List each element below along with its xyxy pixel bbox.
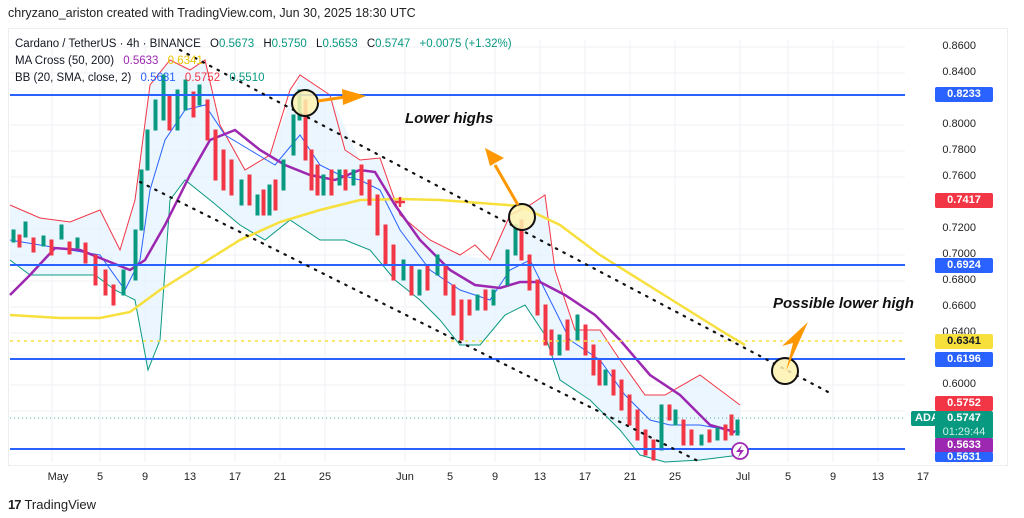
- x-tick: 9: [829, 471, 837, 483]
- x-tick: 5: [96, 471, 104, 483]
- y-tick: 0.6000: [942, 378, 976, 390]
- channel-lower-trendline: [138, 180, 702, 464]
- x-tick: 17: [228, 471, 242, 483]
- highlight-circles: [291, 89, 799, 385]
- y-tick: 0.6600: [942, 300, 976, 312]
- x-tick: 17: [578, 471, 592, 483]
- x-tick: May: [47, 471, 69, 483]
- legend-ma-row[interactable]: MA Cross (50, 200) 0.5633 0.6341: [15, 55, 209, 67]
- x-tick: 21: [273, 471, 287, 483]
- bb-lower-value: 0.5510: [229, 72, 265, 84]
- channel-upper-trendline: [178, 48, 832, 395]
- bb-upper-badge: 0.5752: [935, 396, 993, 411]
- x-tick: 5: [784, 471, 792, 483]
- x-tick: Jun: [396, 471, 414, 483]
- bollinger-band-fill: [10, 60, 740, 462]
- x-tick: Jul: [735, 471, 751, 483]
- y-tick: 0.7000: [942, 248, 976, 260]
- ma50-value: 0.5633: [123, 55, 159, 67]
- x-tick: 9: [491, 471, 499, 483]
- chart-credit: chryzano_ariston created with TradingVie…: [8, 6, 416, 20]
- low-value: 0.5653: [322, 38, 358, 50]
- level-badge-0-6924: 0.6924: [935, 258, 993, 273]
- candlesticks: [11, 74, 740, 461]
- last-price: 0.5747: [947, 412, 981, 424]
- x-tick: 5: [446, 471, 454, 483]
- bb-basis-badge: 0.5631: [935, 452, 993, 462]
- y-tick: 0.8400: [942, 66, 976, 78]
- ma-cross-marker: [395, 197, 405, 207]
- bb-upper-value: 0.5752: [184, 72, 221, 84]
- x-tick: 21: [623, 471, 637, 483]
- bb-upper-line: [9, 59, 741, 406]
- x-tick: 9: [141, 471, 149, 483]
- high-value: 0.5750: [271, 38, 307, 50]
- x-tick: 13: [183, 471, 197, 483]
- y-tick: 0.7800: [942, 144, 976, 156]
- ma-cross-badge: 0.7417: [935, 193, 993, 208]
- y-tick: 0.7200: [942, 222, 976, 234]
- lower-highs-annotation: Lower highs: [405, 110, 494, 127]
- x-tick: 25: [668, 471, 682, 483]
- y-tick: 0.8000: [942, 118, 976, 130]
- open-value: 0.5673: [218, 38, 255, 50]
- y-tick: 0.8600: [942, 40, 976, 52]
- ma200-line: [9, 197, 746, 347]
- level-badge-0-6196: 0.6196: [935, 352, 993, 367]
- close-value: 0.5747: [375, 38, 411, 50]
- chart-frame: [8, 28, 1008, 466]
- bar-countdown: 01:29:44: [942, 426, 986, 438]
- change-value: +0.0075 (+1.32%): [419, 38, 512, 50]
- x-tick: 17: [916, 471, 930, 483]
- ma-cross-label: MA Cross (50, 200): [15, 55, 115, 67]
- tradingview-logo-icon: 17: [8, 497, 22, 512]
- ma50-badge: 0.5633: [935, 438, 993, 453]
- level-badge-0-8233: 0.8233: [935, 87, 993, 102]
- legend-symbol-row: Cardano / TetherUS · 4h · BINANCE O0.567…: [15, 38, 512, 50]
- bb-label: BB (20, SMA, close, 2): [15, 72, 132, 84]
- symbol-title: Cardano / TetherUS · 4h · BINANCE: [15, 38, 201, 50]
- ma200-value: 0.6341: [167, 55, 203, 67]
- legend-bb-row[interactable]: BB (20, SMA, close, 2) 0.5631 0.5752 0.5…: [15, 72, 271, 84]
- tradingview-logo[interactable]: 17 TradingView: [8, 497, 97, 512]
- bb-lower-line: [9, 179, 741, 463]
- x-tick: 25: [318, 471, 332, 483]
- annotation-arrows: [317, 89, 808, 371]
- last-price-badge: 0.5747 01:29:44: [935, 411, 993, 439]
- ma200-badge: 0.6341: [935, 334, 993, 349]
- bb-basis-value: 0.5631: [140, 72, 176, 84]
- lightning-icon: [731, 442, 749, 460]
- support-resistance-lines: [10, 94, 905, 450]
- y-tick: 0.6800: [942, 274, 976, 286]
- y-tick: 0.7600: [942, 170, 976, 182]
- x-tick: 13: [533, 471, 547, 483]
- possible-lower-high-annotation: Possible lower high: [773, 295, 914, 312]
- x-tick: 13: [871, 471, 885, 483]
